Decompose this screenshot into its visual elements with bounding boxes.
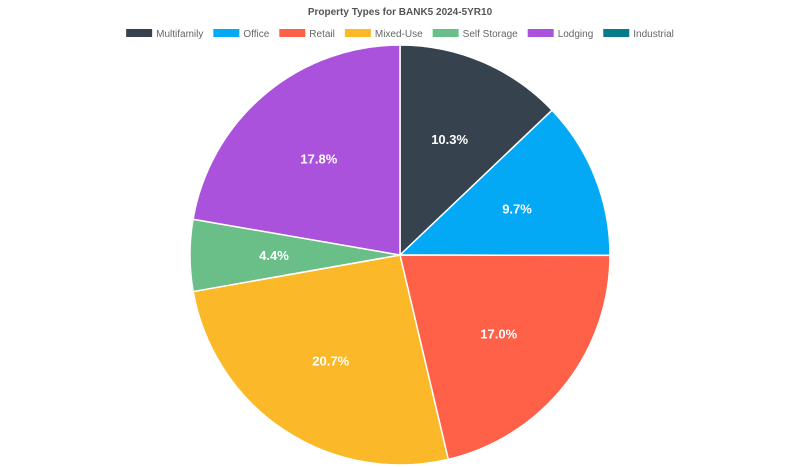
slice-labels: 10.3% 9.7% 17.0% 20.7% 4.4% 17.8%: [259, 132, 532, 368]
slice-mixed-use[interactable]: [192, 254, 450, 466]
legend-label: Multifamily: [156, 29, 203, 40]
slice-label: 17.0%: [480, 326, 517, 341]
legend-item-self-storage[interactable]: Self Storage: [432, 29, 518, 40]
legend-item-lodging[interactable]: Lodging: [527, 29, 594, 40]
legend-swatch: [527, 29, 554, 37]
legend-label: Industrial: [633, 29, 674, 40]
slice-office[interactable]: [398, 109, 611, 257]
legend-item-office[interactable]: Office: [213, 29, 270, 40]
slice-label: 17.8%: [300, 152, 337, 167]
chart-title: Property Types for BANK5 2024-5YR10: [308, 7, 493, 18]
legend-item-retail[interactable]: Retail: [279, 29, 335, 40]
legend-swatch: [279, 29, 306, 37]
pie-slices: [189, 44, 611, 466]
legend-item-multifamily[interactable]: Multifamily: [126, 29, 203, 40]
legend-label: Retail: [309, 29, 335, 40]
slice-retail[interactable]: [399, 254, 611, 461]
legend-swatch: [344, 29, 371, 37]
slice-label: 20.7%: [312, 353, 349, 368]
slice-label: 10.3%: [431, 132, 468, 147]
legend-label: Lodging: [558, 29, 594, 40]
legend-swatch: [603, 29, 630, 37]
slice-multifamily[interactable]: [399, 44, 554, 257]
slice-lodging[interactable]: [192, 44, 401, 256]
legend-label: Self Storage: [463, 29, 518, 40]
legend-item-mixed-use[interactable]: Mixed-Use: [344, 29, 423, 40]
legend-swatch: [432, 29, 459, 37]
legend-label: Mixed-Use: [375, 29, 423, 40]
legend-item-industrial[interactable]: Industrial: [603, 29, 674, 40]
legend: Multifamily Office Retail Mixed-Use Self Sto…: [126, 29, 674, 40]
slice-label: 4.4%: [259, 248, 289, 263]
legend-swatch: [213, 29, 240, 37]
legend-label: Office: [243, 29, 269, 40]
slice-label: 9.7%: [502, 201, 532, 216]
legend-swatch: [126, 29, 153, 37]
